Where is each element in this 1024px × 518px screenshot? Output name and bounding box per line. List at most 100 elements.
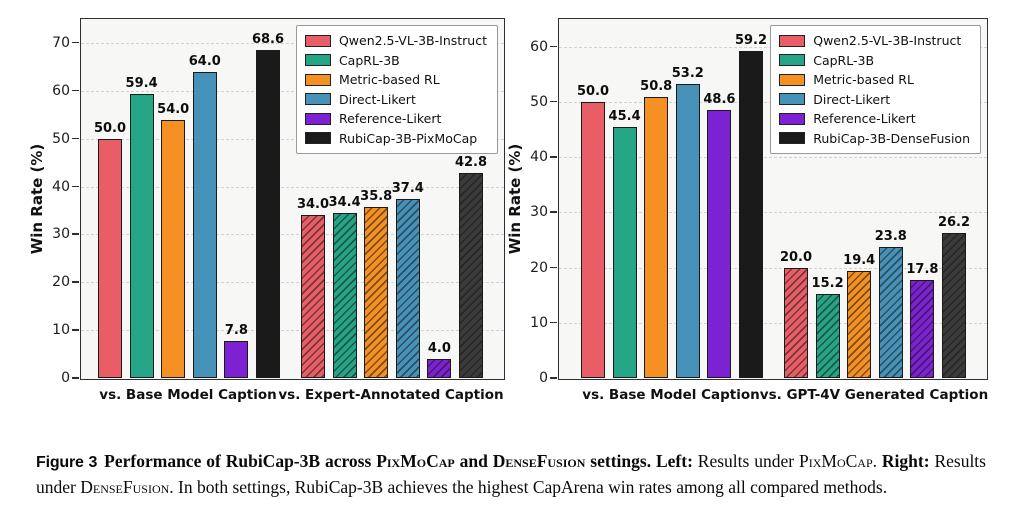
legend: Qwen2.5-VL-3B-Instruct CapRL-3B Metric-bas… xyxy=(770,25,981,154)
bar-value-label: 26.2 xyxy=(937,215,971,231)
bar xyxy=(364,206,389,378)
legend-item: Reference-Likert xyxy=(779,111,970,126)
x-category-label: vs. Expert-Annotated Caption xyxy=(278,387,504,403)
y-tick-label: 20 xyxy=(52,274,70,291)
bar-value-label: 42.8 xyxy=(454,155,488,171)
y-tick-mark xyxy=(72,41,79,44)
bar-value-label: 37.4 xyxy=(391,180,424,196)
legend-label: Metric-based RL xyxy=(813,72,914,87)
gridline xyxy=(81,282,504,284)
bar-value-label: 54.0 xyxy=(157,101,190,117)
figure-caption: Figure 3 Performance of RubiCap-3B across… xyxy=(36,449,986,499)
plot-area: 50.0 20.0 45.4 15.2 50.8 19.4 53.2 23.8 48.6 17.8… xyxy=(558,18,988,380)
bar-value-label: 50.0 xyxy=(576,83,610,99)
legend-label: Metric-based RL xyxy=(338,72,440,87)
y-tick-label: 40 xyxy=(530,149,548,166)
legend-swatch xyxy=(304,112,331,125)
legend-label: CapRL-3B xyxy=(813,52,875,68)
bar xyxy=(459,173,483,378)
y-tick-label: 30 xyxy=(530,204,548,221)
y-tick-mark xyxy=(550,211,557,213)
bar xyxy=(161,119,186,378)
gridline xyxy=(559,322,987,324)
y-tick-mark xyxy=(72,281,79,283)
legend-label: RubiCap-3B-PixMoCap xyxy=(338,130,478,146)
y-tick-label: 60 xyxy=(52,82,70,99)
x-category-label: vs. Base Model Caption xyxy=(582,387,760,403)
y-tick-mark xyxy=(72,89,79,92)
bar xyxy=(612,127,637,378)
bar xyxy=(878,246,903,378)
y-tick-label: 70 xyxy=(52,34,70,51)
legend-swatch xyxy=(779,93,806,105)
bar-value-label: 59.4 xyxy=(125,75,158,91)
bar xyxy=(332,213,357,378)
gridline xyxy=(81,42,504,44)
y-tick-mark xyxy=(72,233,79,235)
legend-item: CapRL-3B xyxy=(779,53,970,68)
legend-swatch xyxy=(779,34,806,47)
bar xyxy=(815,294,840,378)
bar xyxy=(644,97,669,378)
caption-segment: Performance of RubiCap-3B across xyxy=(104,450,377,471)
bar-value-label: 17.8 xyxy=(906,261,939,277)
bar-value-label: 64.0 xyxy=(188,53,221,69)
bar xyxy=(910,279,935,378)
y-tick-mark xyxy=(72,137,79,140)
caption-segment: Right: xyxy=(881,450,930,471)
gridline xyxy=(81,330,504,332)
y-tick-mark xyxy=(550,377,557,379)
legend-item: Direct-Likert xyxy=(779,92,970,107)
bar xyxy=(395,198,420,378)
bar xyxy=(581,101,605,378)
legend-item: Metric-based RL xyxy=(779,72,970,87)
x-category-label: vs. Base Model Caption xyxy=(99,387,277,403)
y-tick-label: 50 xyxy=(52,130,70,147)
y-tick-label: 40 xyxy=(52,178,70,195)
bar xyxy=(224,340,249,378)
legend-label: Direct-Likert xyxy=(338,91,416,107)
legend-swatch xyxy=(304,73,331,86)
caption-segment: and xyxy=(454,450,493,471)
bar-value-label: 68.6 xyxy=(251,31,285,47)
legend-label: RubiCap-3B-DenseFusion xyxy=(813,130,970,146)
plot-area: 50.0 34.0 59.4 34.4 54.0 35.8 64.0 37.4 7.8 4.0 68… xyxy=(80,18,505,380)
legend-item: Metric-based RL xyxy=(304,72,487,87)
gridline xyxy=(81,186,504,188)
legend-label: Qwen2.5-VL-3B-Instruct xyxy=(338,33,487,48)
legend-item: Direct-Likert xyxy=(304,91,487,107)
legend-label: Direct-Likert xyxy=(813,91,891,107)
legend-item: RubiCap-3B-DenseFusion xyxy=(779,131,970,146)
bar-value-label: 34.0 xyxy=(296,197,330,213)
y-tick-label: 60 xyxy=(530,38,548,55)
caption-segment: Left: xyxy=(655,450,693,471)
bar xyxy=(301,215,325,378)
bar-value-label: 48.6 xyxy=(703,91,736,107)
y-tick-mark xyxy=(550,321,557,324)
legend-swatch xyxy=(779,73,806,86)
legend-item: Qwen2.5-VL-3B-Instruct xyxy=(304,33,487,48)
y-tick-mark xyxy=(550,266,557,269)
bar xyxy=(739,51,763,378)
bar-value-label: 15.2 xyxy=(811,276,844,292)
y-tick-mark xyxy=(72,377,79,379)
bar-value-label: 35.8 xyxy=(360,188,393,204)
bar-value-label: 45.4 xyxy=(608,109,641,125)
caption-segment: settings. xyxy=(585,450,656,471)
legend-swatch xyxy=(304,54,331,66)
bar-value-label: 20.0 xyxy=(779,249,813,265)
gridline xyxy=(559,267,987,269)
bar-value-label: 50.0 xyxy=(93,120,127,136)
legend-swatch xyxy=(304,93,331,105)
legend-item: RubiCap-3B-PixMoCap xyxy=(304,130,487,146)
caption-segment: DenseFusion xyxy=(80,476,170,497)
bar xyxy=(129,93,154,378)
gridline xyxy=(81,234,504,236)
bar xyxy=(98,138,122,378)
bar xyxy=(942,233,966,378)
bar xyxy=(675,84,700,378)
y-tick-mark xyxy=(550,156,557,158)
y-tick-mark xyxy=(72,185,79,188)
caption-segment: . xyxy=(872,450,882,471)
